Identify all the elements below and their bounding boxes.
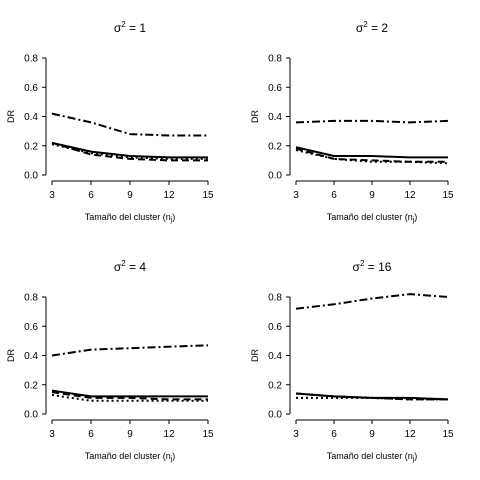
series-line-dashdot	[295, 119, 449, 124]
x-axis-label: Tamaño del cluster (nj)	[327, 451, 418, 463]
x-tick-label: 3	[293, 429, 299, 440]
y-axis-label: DR	[6, 349, 16, 362]
y-axis-label: DR	[250, 110, 260, 123]
x-tick-label: 9	[127, 190, 133, 201]
series-line-dotted	[295, 149, 449, 165]
y-tick-label: 0.8	[24, 293, 38, 304]
y-tick-label: 0.2	[24, 141, 38, 152]
x-tick-label: 12	[404, 190, 416, 201]
x-tick-label: 6	[331, 190, 337, 201]
x-tick-label: 15	[442, 429, 454, 440]
y-tick-label: 0.4	[24, 112, 38, 123]
series-line-solid	[295, 146, 448, 159]
y-tick-label: 0.4	[268, 112, 282, 123]
series-line-dotted	[51, 394, 208, 402]
x-axis-label: Tamaño del cluster (nj)	[327, 212, 418, 224]
y-tick-label: 0.8	[268, 54, 282, 65]
y-tick-label: 0.2	[268, 141, 282, 152]
x-tick-label: 3	[49, 190, 55, 201]
x-axis-label: Tamaño del cluster (nj)	[85, 212, 176, 224]
series-line-dashdot	[51, 112, 208, 137]
x-tick-label: 3	[49, 429, 55, 440]
x-tick-label: 3	[293, 190, 299, 201]
chart-panel-3: σ2 = 4 0.0 0.2 0.4 0.6 0.8 3 6 9 12 15 DR Tamaño del…	[6, 259, 214, 463]
series-line-solid	[51, 389, 208, 398]
y-tick-label: 0.0	[268, 171, 282, 182]
chart-title: σ2 = 4	[114, 259, 147, 274]
y-tick-label: 0.8	[268, 293, 282, 304]
x-tick-label: 9	[369, 190, 375, 201]
y-tick-label: 0.0	[24, 410, 38, 421]
x-tick-label: 15	[442, 190, 454, 201]
x-tick-label: 15	[202, 429, 214, 440]
y-tick-label: 0.8	[24, 54, 38, 65]
chart-panel-2: σ2 = 2 0.0 0.2 0.4 0.6 0.8 3 6 9 12 15 DR Tamaño del…	[250, 20, 454, 224]
series-line-solid	[51, 141, 208, 159]
x-tick-label: 12	[163, 190, 175, 201]
x-tick-label: 15	[202, 190, 214, 201]
series-line-dotted	[51, 143, 208, 160]
y-tick-label: 0.2	[24, 380, 38, 391]
chart-panel-1: σ2 = 1 0.0 0.2 0.4 0.6 0.8 3 6 9 12 15 DR Tamaño del…	[6, 20, 214, 224]
x-tick-label: 6	[88, 190, 94, 201]
y-tick-label: 0.6	[268, 322, 282, 333]
y-tick-label: 0.6	[268, 83, 282, 94]
y-tick-label: 0.4	[268, 351, 282, 362]
y-axis-label: DR	[6, 110, 16, 123]
y-tick-label: 0.4	[24, 351, 38, 362]
chart-title: σ2 = 1	[114, 20, 147, 35]
x-tick-label: 12	[404, 429, 416, 440]
chart-title: σ2 = 2	[356, 20, 389, 35]
series-line-dotted	[296, 396, 448, 401]
x-tick-label: 6	[88, 429, 94, 440]
chart-title: σ2 = 16	[353, 259, 392, 274]
y-tick-label: 0.6	[24, 83, 38, 94]
series-line-dashdot	[51, 344, 209, 357]
y-tick-label: 0.0	[268, 410, 282, 421]
x-tick-label: 9	[127, 429, 133, 440]
chart-panel-4: σ2 = 16 0.0 0.2 0.4 0.6 0.8 3 6 9 12 15 DR Tamaño de…	[250, 259, 454, 463]
series-line-dashed	[51, 391, 208, 401]
series-line-dashdot	[295, 293, 449, 310]
x-tick-label: 9	[369, 429, 375, 440]
x-tick-label: 6	[331, 429, 337, 440]
y-tick-label: 0.0	[24, 171, 38, 182]
y-tick-label: 0.2	[268, 380, 282, 391]
x-tick-label: 12	[163, 429, 175, 440]
y-tick-label: 0.6	[24, 322, 38, 333]
y-axis-label: DR	[250, 349, 260, 362]
x-axis-label: Tamaño del cluster (nj)	[85, 451, 176, 463]
